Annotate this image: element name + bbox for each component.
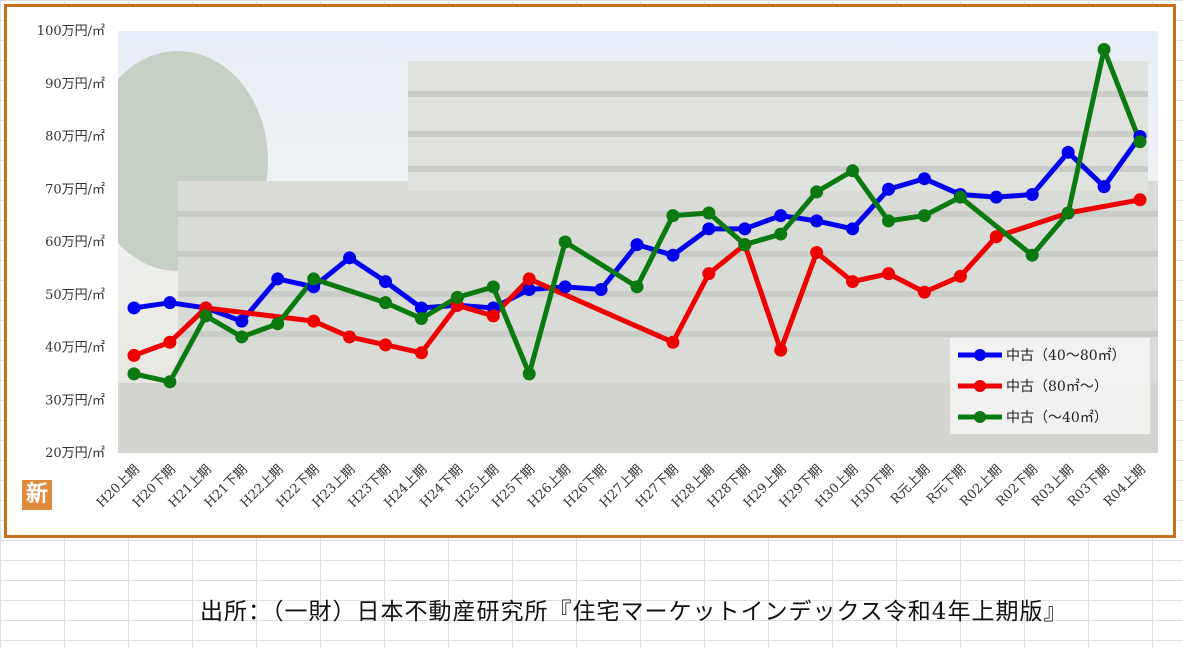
data-point xyxy=(810,214,824,228)
data-point xyxy=(271,272,285,286)
data-point xyxy=(882,182,895,196)
series-lines xyxy=(133,46,1143,385)
data-point xyxy=(1025,188,1039,202)
data-point xyxy=(666,248,680,262)
source-note: 出所：（一財）日本不動産研究所『住宅マーケットインデックス令和4年上期版』 xyxy=(200,599,1068,625)
data-point xyxy=(846,164,860,178)
data-point xyxy=(343,330,357,344)
data-point xyxy=(414,301,428,315)
y-tick-label: 80万円/㎡ xyxy=(45,130,105,145)
data-point xyxy=(989,230,1003,244)
data-point xyxy=(199,309,213,323)
data-point xyxy=(1061,145,1075,159)
y-tick-label: 50万円/㎡ xyxy=(45,288,105,303)
y-tick-label: 30万円/㎡ xyxy=(45,393,105,408)
data-point xyxy=(522,272,536,286)
data-point xyxy=(127,301,141,315)
series-line-0 xyxy=(133,135,1143,324)
data-point xyxy=(917,209,931,223)
data-point xyxy=(486,280,500,294)
data-point xyxy=(343,251,357,265)
data-point xyxy=(738,222,752,236)
x-axis: H20上期H20下期H21上期H21下期H22上期H22下期H23上期H23下期… xyxy=(94,462,1149,511)
data-point xyxy=(522,367,536,381)
data-point xyxy=(953,269,967,283)
data-point xyxy=(882,267,895,281)
new-badge: 新 xyxy=(22,480,52,510)
building-upper-shape xyxy=(408,61,1148,191)
data-point xyxy=(810,246,824,260)
data-point xyxy=(594,282,608,296)
y-tick-label: 40万円/㎡ xyxy=(45,341,105,356)
data-point xyxy=(666,209,680,223)
data-point xyxy=(1025,248,1039,262)
data-point xyxy=(127,367,141,381)
data-point xyxy=(1097,180,1111,194)
data-point xyxy=(917,285,931,299)
y-tick-label: 60万円/㎡ xyxy=(45,235,105,250)
data-point xyxy=(702,267,716,281)
data-point xyxy=(127,348,141,362)
legend-marker xyxy=(974,349,986,361)
y-tick-label: 20万円/㎡ xyxy=(45,446,105,461)
data-point xyxy=(1061,206,1075,220)
y-tick-label: 70万円/㎡ xyxy=(45,182,105,197)
data-point xyxy=(738,238,752,252)
data-point xyxy=(846,275,860,289)
data-point xyxy=(846,222,860,236)
data-point xyxy=(630,238,644,252)
data-point xyxy=(163,296,177,310)
data-point xyxy=(271,317,285,331)
data-point xyxy=(1133,135,1147,149)
data-point xyxy=(917,172,931,186)
data-point xyxy=(1097,42,1111,56)
data-point xyxy=(774,227,788,241)
data-point xyxy=(450,290,464,304)
data-point xyxy=(307,314,321,328)
legend-label: 中古（40～80㎡） xyxy=(1006,348,1126,364)
data-point xyxy=(163,375,177,389)
data-point xyxy=(953,190,967,204)
data-point xyxy=(810,185,824,199)
y-tick-label: 90万円/㎡ xyxy=(45,77,105,92)
legend-label: 中古（80㎡～） xyxy=(1006,379,1108,395)
data-point xyxy=(558,235,572,249)
data-point xyxy=(235,314,249,328)
data-point xyxy=(630,280,644,294)
legend: 中古（40～80㎡） 中古（80㎡～） 中古（～40㎡） xyxy=(950,338,1150,434)
data-point xyxy=(774,209,788,223)
data-point xyxy=(414,311,428,325)
data-point xyxy=(774,343,788,357)
x-tick-label: R元上期 xyxy=(888,462,933,507)
series-line-1 xyxy=(133,197,1141,358)
legend-marker xyxy=(974,411,986,423)
data-point xyxy=(163,335,177,349)
data-point xyxy=(882,214,895,228)
series-line-2 xyxy=(133,46,1143,385)
y-axis: 20万円/㎡ 30万円/㎡ 40万円/㎡ 50万円/㎡ 60万円/㎡ 70万円/㎡ 80万円… xyxy=(37,24,105,461)
data-point xyxy=(702,222,716,236)
data-point xyxy=(235,330,249,344)
data-point xyxy=(522,282,536,296)
data-point xyxy=(558,280,572,294)
data-point xyxy=(379,338,392,352)
data-point xyxy=(702,206,716,220)
data-point xyxy=(379,275,392,289)
data-point xyxy=(666,335,680,349)
data-point xyxy=(486,309,500,323)
legend-marker xyxy=(974,380,986,392)
legend-label: 中古（～40㎡） xyxy=(1006,410,1108,426)
data-point xyxy=(414,346,428,360)
data-point xyxy=(307,272,321,286)
series-points xyxy=(127,42,1147,389)
data-point xyxy=(1133,193,1147,207)
data-point xyxy=(379,296,392,310)
data-point xyxy=(989,190,1003,204)
y-tick-label: 100万円/㎡ xyxy=(37,24,105,39)
